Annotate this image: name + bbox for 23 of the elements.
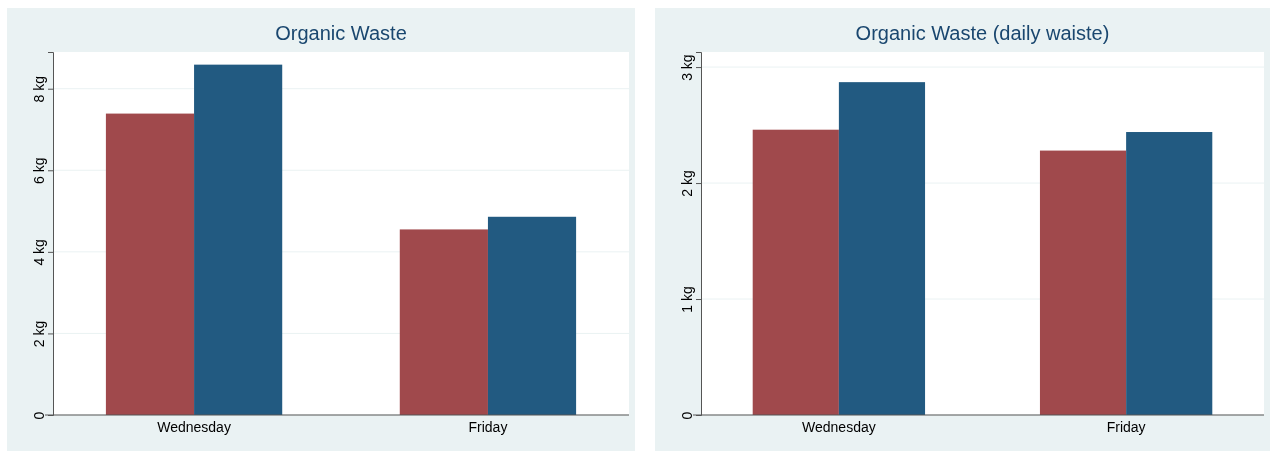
y-tick-label: 3 kg: [679, 54, 695, 81]
chart-title: Organic Waste (daily waiste): [855, 22, 1110, 44]
y-tick-label: 1 kg: [679, 286, 695, 313]
x-tick-label: Friday: [1106, 419, 1146, 435]
y-tick-label: 4 kg: [31, 239, 47, 266]
bar: [1126, 132, 1213, 415]
y-tick-label: 6 kg: [31, 157, 47, 185]
y-tick-label: 2 kg: [679, 170, 695, 197]
bar: [487, 216, 577, 415]
x-tick-label: Friday: [468, 419, 508, 435]
bar: [399, 229, 488, 415]
y-tick-label: 8 kg: [31, 75, 47, 103]
bar: [1039, 150, 1127, 415]
bar: [838, 82, 926, 415]
bar: [194, 64, 283, 415]
y-tick-label: 2 kg: [31, 320, 47, 348]
x-tick-label: Wednesday: [802, 419, 876, 435]
y-tick-label: 0: [679, 411, 695, 420]
bar: [105, 113, 195, 415]
y-tick-label: 0: [31, 411, 47, 420]
chart-title: Organic Waste: [275, 22, 407, 44]
bar: [752, 129, 839, 415]
x-tick-label: Wednesday: [157, 419, 231, 435]
